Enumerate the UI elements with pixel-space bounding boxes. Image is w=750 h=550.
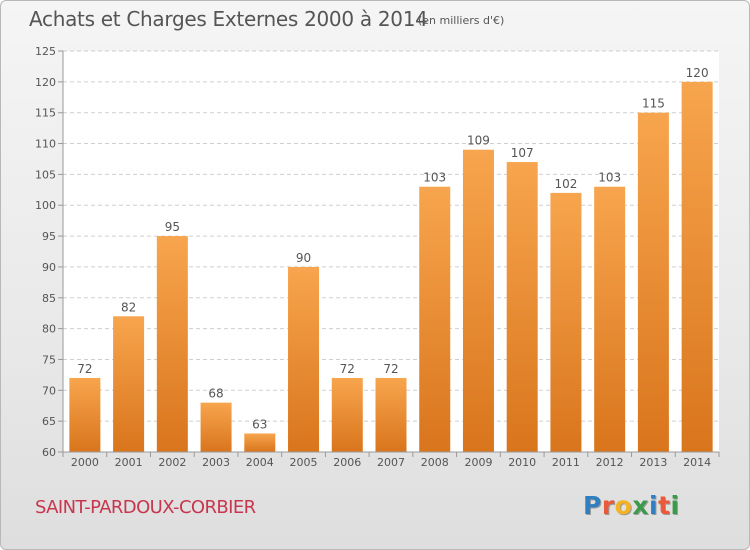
x-tick-label: 2002 — [158, 456, 186, 469]
y-tick-label: 75 — [42, 353, 56, 366]
x-axis: 2000 2001 2002 2003 2004 2005 2006 2007 2008 2009… — [62, 451, 720, 469]
bar-2004 — [244, 433, 276, 452]
y-tick-label: 65 — [42, 415, 56, 428]
chart-unit-label: (en milliers d'€) — [418, 14, 505, 27]
data-label: 103 — [598, 171, 621, 185]
y-tick-label: 70 — [42, 384, 56, 397]
x-tick-label: 2007 — [377, 456, 405, 469]
chart-title: Achats et Charges Externes 2000 à 2014 — [29, 7, 428, 31]
data-label: 95 — [165, 220, 180, 234]
bar-2012 — [594, 186, 626, 452]
data-label: 109 — [467, 134, 490, 148]
logo-letter: t — [658, 491, 671, 520]
bar-2009 — [462, 149, 494, 452]
data-label: 102 — [554, 177, 577, 191]
bar-2007 — [375, 377, 407, 452]
y-tick-label: 115 — [35, 107, 56, 120]
data-label: 107 — [511, 146, 534, 160]
bar-2001 — [113, 316, 145, 452]
data-label: 120 — [686, 66, 709, 80]
y-tick-label: 120 — [35, 76, 56, 89]
data-label: 82 — [121, 300, 136, 314]
data-label: 103 — [423, 171, 446, 185]
data-label: 90 — [296, 251, 311, 265]
x-tick-label: 2011 — [552, 456, 580, 469]
bar-2003 — [200, 402, 232, 452]
data-labels: 72 82 95 68 63 90 72 72 103 109 107 102 103 115 120 — [77, 66, 708, 432]
bar-2005 — [288, 266, 320, 452]
location-name: SAINT-PARDOUX-CORBIER — [35, 497, 256, 518]
data-label: 68 — [208, 387, 223, 401]
data-label: 115 — [642, 97, 665, 111]
y-tick-label: 60 — [42, 446, 56, 459]
data-label: 72 — [77, 362, 92, 376]
bar-2002 — [156, 236, 188, 452]
x-tick-label: 2006 — [333, 456, 361, 469]
x-tick-label: 2001 — [115, 456, 143, 469]
x-tick-label: 2003 — [202, 456, 230, 469]
data-label: 72 — [340, 362, 355, 376]
proxiti-logo: Proxiti — [583, 491, 680, 520]
x-tick-label: 2000 — [71, 456, 99, 469]
y-tick-label: 90 — [42, 261, 56, 274]
y-tick-label: 100 — [35, 199, 56, 212]
x-tick-label: 2014 — [683, 456, 711, 469]
y-tick-label: 110 — [35, 138, 56, 151]
bar-2013 — [637, 112, 669, 452]
logo-letter: x — [632, 491, 649, 520]
x-tick-label: 2009 — [464, 456, 492, 469]
x-tick-label: 2005 — [290, 456, 318, 469]
logo-letter: o — [614, 491, 633, 520]
logo-letter: r — [601, 491, 615, 520]
data-label: 63 — [252, 417, 267, 431]
data-label: 72 — [383, 362, 398, 376]
bar-2008 — [419, 186, 451, 452]
bars — [69, 81, 713, 453]
bar-2011 — [550, 192, 582, 452]
x-tick-label: 2004 — [246, 456, 274, 469]
y-tick-label: 125 — [35, 45, 56, 58]
bar-2000 — [69, 377, 101, 452]
y-tick-label: 95 — [42, 230, 56, 243]
logo-letter: i — [670, 491, 680, 520]
bar-2006 — [331, 377, 363, 452]
x-tick-label: 2012 — [596, 456, 624, 469]
bar-2014 — [681, 81, 713, 452]
y-tick-label: 85 — [42, 292, 56, 305]
x-tick-label: 2013 — [639, 456, 667, 469]
logo-letter: P — [583, 491, 602, 520]
logo-letter: i — [649, 491, 659, 520]
y-tick-label: 105 — [35, 168, 56, 181]
y-axis: 60 65 70 75 80 85 90 95 100 105 110 115 120 125 — [35, 45, 64, 459]
x-tick-label: 2010 — [508, 456, 536, 469]
y-tick-label: 80 — [42, 323, 56, 336]
x-tick-label: 2008 — [421, 456, 449, 469]
bar-2010 — [506, 162, 538, 453]
